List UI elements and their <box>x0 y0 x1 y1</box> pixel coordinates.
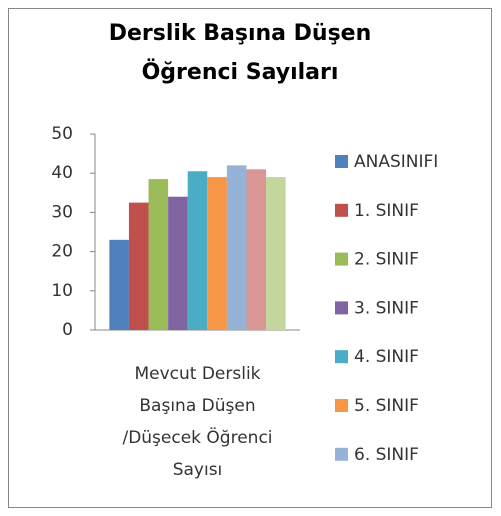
y-tick-label: 30 <box>51 202 73 222</box>
y-tick-label: 20 <box>51 242 73 262</box>
chart-border <box>8 8 492 508</box>
legend-swatch <box>335 155 348 168</box>
legend-swatch <box>335 447 348 461</box>
bar <box>128 202 149 330</box>
legend-swatch <box>335 203 348 217</box>
y-tick-label: 10 <box>51 281 73 301</box>
y-tick-label: 0 <box>62 320 73 340</box>
x-tick-label: Mevcut Derslik Başına Düşen /Düşecek Öğr… <box>122 364 273 480</box>
chart-title: Derslik Başına Düşen Öğrenci Sayıları <box>108 21 372 85</box>
legend-label: ANASINIFI <box>354 152 438 172</box>
bar <box>168 196 188 330</box>
bar <box>246 169 267 330</box>
y-tick-label: 40 <box>51 163 73 183</box>
legend-swatch <box>335 252 348 266</box>
bar <box>207 177 227 330</box>
legend-label: 6. SINIF <box>354 445 419 465</box>
legend-label: 4. SINIF <box>354 347 419 367</box>
bar <box>187 171 208 330</box>
y-tick-label: 50 <box>51 124 73 144</box>
legend-swatch <box>335 301 348 315</box>
legend-label: 3. SINIF <box>354 298 419 318</box>
bar <box>109 239 129 330</box>
bar <box>226 165 247 330</box>
legend-label: 1. SINIF <box>354 201 419 221</box>
legend-label: 5. SINIF <box>354 396 419 416</box>
bar <box>266 177 286 330</box>
legend-swatch <box>335 399 348 412</box>
legend-swatch <box>335 350 348 364</box>
legend-label: 2. SINIF <box>354 250 419 270</box>
bar <box>148 179 169 330</box>
